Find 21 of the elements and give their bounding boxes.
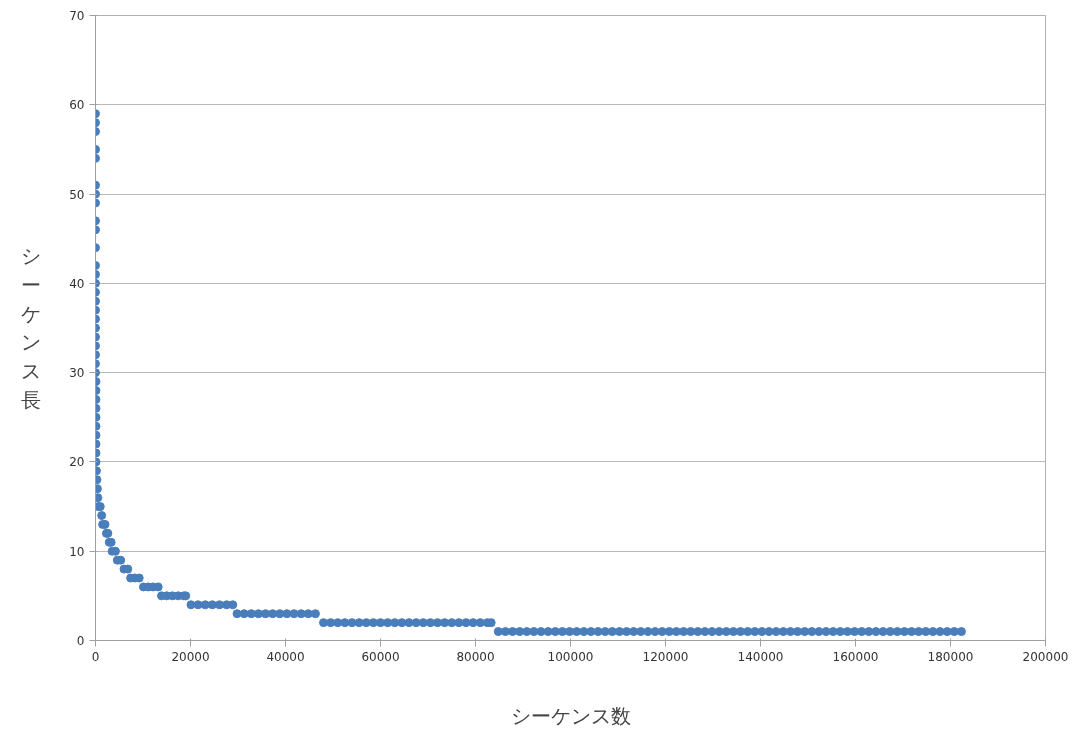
y-tick-label: 40: [69, 276, 85, 291]
y-tick-label: 50: [69, 187, 85, 202]
x-tick-label: 140000: [737, 649, 784, 664]
x-tick-label: 120000: [642, 649, 689, 664]
x-tick-label: 180000: [927, 649, 974, 664]
x-tick-label: 80000: [456, 649, 495, 664]
y-tick-label: 10: [69, 544, 85, 559]
x-axis-title: シーケンス数: [510, 703, 631, 728]
y-tick-label: 70: [69, 9, 85, 23]
x-tick-label: 40000: [266, 649, 305, 664]
x-tick-label: 60000: [361, 649, 400, 664]
x-tick-label: 0: [91, 649, 100, 664]
y-axis-title: シーケンス長: [21, 244, 42, 412]
y-tick-label: 0: [76, 634, 85, 648]
x-tick-label: 160000: [832, 649, 879, 664]
x-tick-label: 200000: [1022, 649, 1069, 664]
y-tick-label: 30: [69, 366, 85, 381]
y-tick-label: 20: [69, 455, 85, 470]
x-tick-label: 100000: [547, 649, 594, 664]
x-tick-label: 20000: [171, 649, 210, 664]
y-tick-label: 60: [69, 98, 85, 113]
